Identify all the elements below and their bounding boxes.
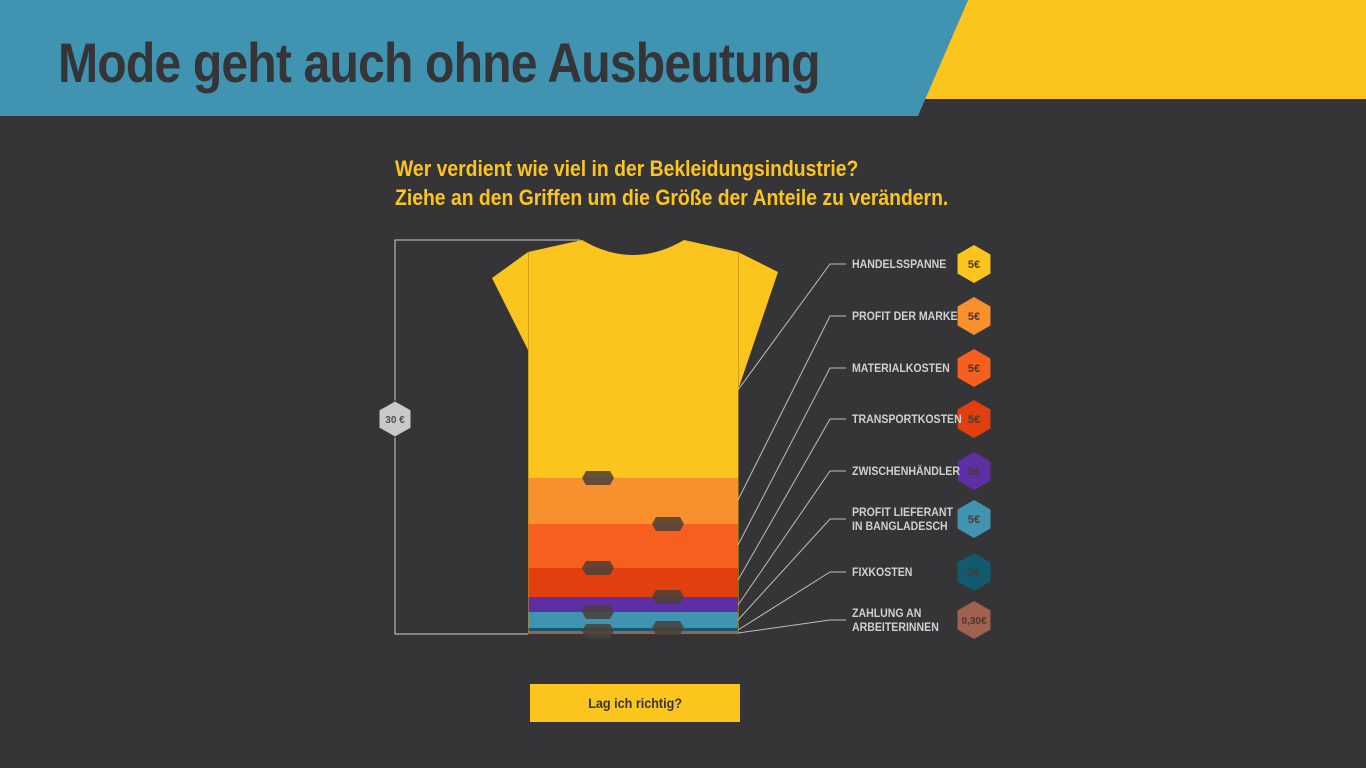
value-badge-hexagon [957, 601, 991, 639]
drag-handles [582, 471, 684, 638]
share-label: TRANSPORTKOSTEN [852, 412, 962, 426]
value-badge-text: 5€ [968, 414, 980, 426]
share-label: FIXKOSTEN [852, 565, 913, 579]
drag-handle[interactable] [582, 561, 614, 575]
share-band [528, 597, 738, 612]
drag-handle[interactable] [652, 621, 684, 635]
value-badge-text: 0,30€ [961, 616, 986, 627]
share-band [528, 240, 738, 478]
share-label: HANDELSSPANNE [852, 257, 947, 271]
value-badge-hexagon [957, 553, 991, 591]
header-banner [0, 0, 1366, 116]
value-badge-hexagon [957, 400, 991, 438]
drag-handle[interactable] [582, 624, 614, 638]
drag-handle[interactable] [582, 605, 614, 619]
leader-line [737, 418, 846, 581]
shirt-right-sleeve [738, 252, 778, 390]
page-title: Mode geht auch ohne Ausbeutung [58, 31, 821, 94]
value-badge-hexagon [957, 500, 991, 538]
value-badge: 0,30€ [957, 601, 991, 639]
share-label: MATERIALKOSTEN [852, 361, 950, 375]
value-badges: 5€ 5€ 5€ 5€ 5€ 5€ 5€ 0,30€ [957, 245, 991, 639]
value-badge-text: 5€ [968, 259, 980, 271]
drag-handle[interactable] [652, 517, 684, 531]
value-badge-text: 5€ [968, 466, 980, 478]
value-badge: 5€ [957, 500, 991, 538]
drag-handle[interactable] [582, 471, 614, 485]
value-badge: 5€ [957, 400, 991, 438]
value-badge: 5€ [957, 349, 991, 387]
share-label: PROFIT LIEFERANT IN BANGLADESCH [852, 505, 953, 533]
shirt-left-sleeve [492, 252, 528, 350]
header-accent-shape [925, 0, 1366, 99]
value-badge: 5€ [957, 245, 991, 283]
value-badge: 5€ [957, 553, 991, 591]
share-band [528, 524, 738, 568]
share-band [528, 631, 738, 634]
value-badge-hexagon [957, 452, 991, 490]
leader-line [737, 367, 846, 546]
leader-line [737, 315, 846, 501]
value-badge-text: 5€ [968, 311, 980, 323]
share-label: ZAHLUNG AN ARBEITERINNEN [852, 606, 939, 634]
share-label: ZWISCHENHÄNDLER [852, 464, 960, 478]
check-answer-button[interactable]: Lag ich richtig? [530, 684, 740, 722]
drag-handle[interactable] [652, 590, 684, 604]
share-band [528, 628, 738, 631]
leader-line [737, 619, 846, 634]
value-badge-hexagon [957, 245, 991, 283]
share-band [528, 478, 738, 524]
share-band [528, 612, 738, 628]
leader-line [737, 571, 846, 631]
header-blue-shape [0, 0, 968, 116]
total-badge-hexagon [378, 400, 412, 438]
value-badge-hexagon [957, 297, 991, 335]
instruction-hint: Ziehe an den Griffen um die Größe der An… [395, 185, 949, 210]
total-badge-value: 30 € [385, 415, 405, 426]
total-badge: 30 € [378, 400, 412, 438]
share-bands [528, 240, 738, 634]
value-badge: 5€ [957, 452, 991, 490]
value-badge: 5€ [957, 297, 991, 335]
share-band [528, 568, 738, 597]
share-label: PROFIT DER MARKE [852, 309, 958, 323]
value-badge-text: 5€ [968, 363, 980, 375]
value-badge-text: 5€ [968, 514, 980, 526]
leader-lines [737, 263, 846, 634]
leader-line [737, 518, 846, 621]
leader-line [737, 470, 846, 606]
instruction-question: Wer verdient wie viel in der Bekleidungs… [395, 156, 859, 181]
check-answer-label: Lag ich richtig? [588, 695, 682, 711]
value-badge-text: 5€ [968, 567, 980, 579]
instructions: Wer verdient wie viel in der Bekleidungs… [395, 154, 948, 212]
leader-line [737, 263, 846, 391]
value-badge-hexagon [957, 349, 991, 387]
